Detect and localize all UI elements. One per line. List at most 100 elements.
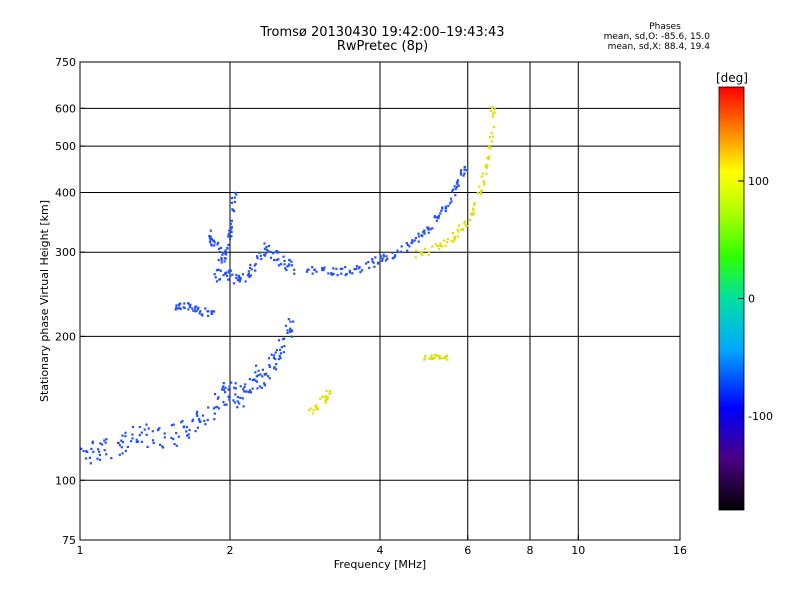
data-point (288, 263, 291, 266)
data-point (279, 357, 282, 360)
data-point (280, 346, 283, 349)
data-point (435, 216, 438, 219)
data-point (430, 354, 433, 357)
data-point (433, 356, 436, 359)
data-point (234, 191, 237, 194)
data-point (243, 390, 246, 393)
data-point (248, 389, 251, 392)
data-point (199, 310, 202, 313)
data-point (232, 209, 235, 212)
data-point (436, 354, 440, 357)
data-point (219, 269, 222, 272)
data-point (210, 238, 214, 241)
data-point (80, 447, 83, 450)
data-point (217, 241, 220, 244)
data-point (441, 206, 444, 209)
data-point (374, 256, 377, 259)
data-point (247, 391, 250, 394)
data-point (196, 307, 200, 310)
data-point (396, 249, 399, 252)
data-point (273, 259, 276, 262)
data-point (140, 431, 143, 434)
x-tick-label: 10 (571, 544, 585, 557)
legend-line-o: mean, sd,O: -85.6, 15.0 (603, 32, 710, 42)
data-point (423, 247, 426, 250)
data-point (254, 371, 257, 374)
data-point (210, 243, 213, 246)
data-point (325, 398, 328, 402)
data-point (152, 441, 155, 445)
data-point (224, 386, 227, 390)
data-point (185, 426, 188, 429)
data-point (235, 276, 238, 279)
data-point (254, 263, 257, 266)
data-point (485, 163, 488, 166)
data-point (236, 400, 239, 403)
data-point (427, 231, 430, 234)
data-point (175, 432, 178, 435)
data-point (421, 235, 424, 238)
data-point (206, 418, 209, 422)
data-point (473, 202, 476, 205)
data-point (450, 200, 453, 203)
data-point (227, 232, 231, 235)
data-point (273, 367, 276, 370)
y-axis-label: Stationary phase Virtual Height [km] (38, 200, 51, 402)
data-point (215, 280, 219, 283)
data-point (210, 312, 214, 315)
data-point (121, 441, 125, 444)
data-point (454, 194, 457, 197)
data-point (146, 445, 149, 448)
chart-title: Tromsø 20130430 19:42:00–19:43:43 RwPret… (250, 26, 515, 54)
data-point (230, 219, 233, 222)
data-point (427, 226, 430, 229)
data-point (330, 272, 333, 275)
data-point (256, 255, 259, 258)
data-point (451, 188, 455, 191)
data-point (393, 255, 397, 258)
data-point (174, 308, 177, 311)
data-point (399, 250, 402, 253)
data-point (456, 229, 459, 232)
data-point (457, 184, 460, 187)
data-point (358, 266, 361, 269)
data-point (247, 270, 250, 273)
data-point (233, 196, 236, 199)
data-point (222, 382, 225, 385)
data-point (439, 212, 442, 215)
data-point (373, 265, 376, 268)
data-point (256, 257, 259, 260)
data-point (461, 228, 464, 231)
data-point (275, 368, 278, 371)
data-point (290, 260, 293, 263)
data-point (305, 270, 308, 273)
data-point (215, 269, 218, 272)
data-point (423, 358, 426, 361)
data-point (361, 269, 364, 272)
data-point (417, 235, 421, 238)
data-point (186, 434, 189, 437)
data-point (453, 235, 456, 238)
data-point (272, 252, 275, 255)
data-point (436, 216, 440, 219)
data-point (97, 448, 100, 451)
data-point (488, 136, 491, 139)
data-point (253, 378, 256, 381)
data-point (414, 236, 417, 240)
data-point (293, 268, 296, 271)
data-point (427, 228, 430, 231)
data-point (229, 229, 232, 232)
data-point (322, 269, 325, 272)
data-point (490, 140, 493, 143)
data-point (385, 255, 388, 258)
data-point (443, 356, 446, 359)
data-point (454, 188, 457, 191)
data-point (286, 265, 289, 268)
data-point (239, 276, 242, 279)
x-tick-label: 4 (377, 544, 384, 557)
data-point (289, 330, 292, 333)
data-point (198, 312, 201, 315)
data-point (324, 401, 327, 404)
phase-legend: Phases mean, sd,O: -85.6, 15.0 mean, sd,… (590, 22, 710, 52)
data-point (456, 235, 460, 238)
